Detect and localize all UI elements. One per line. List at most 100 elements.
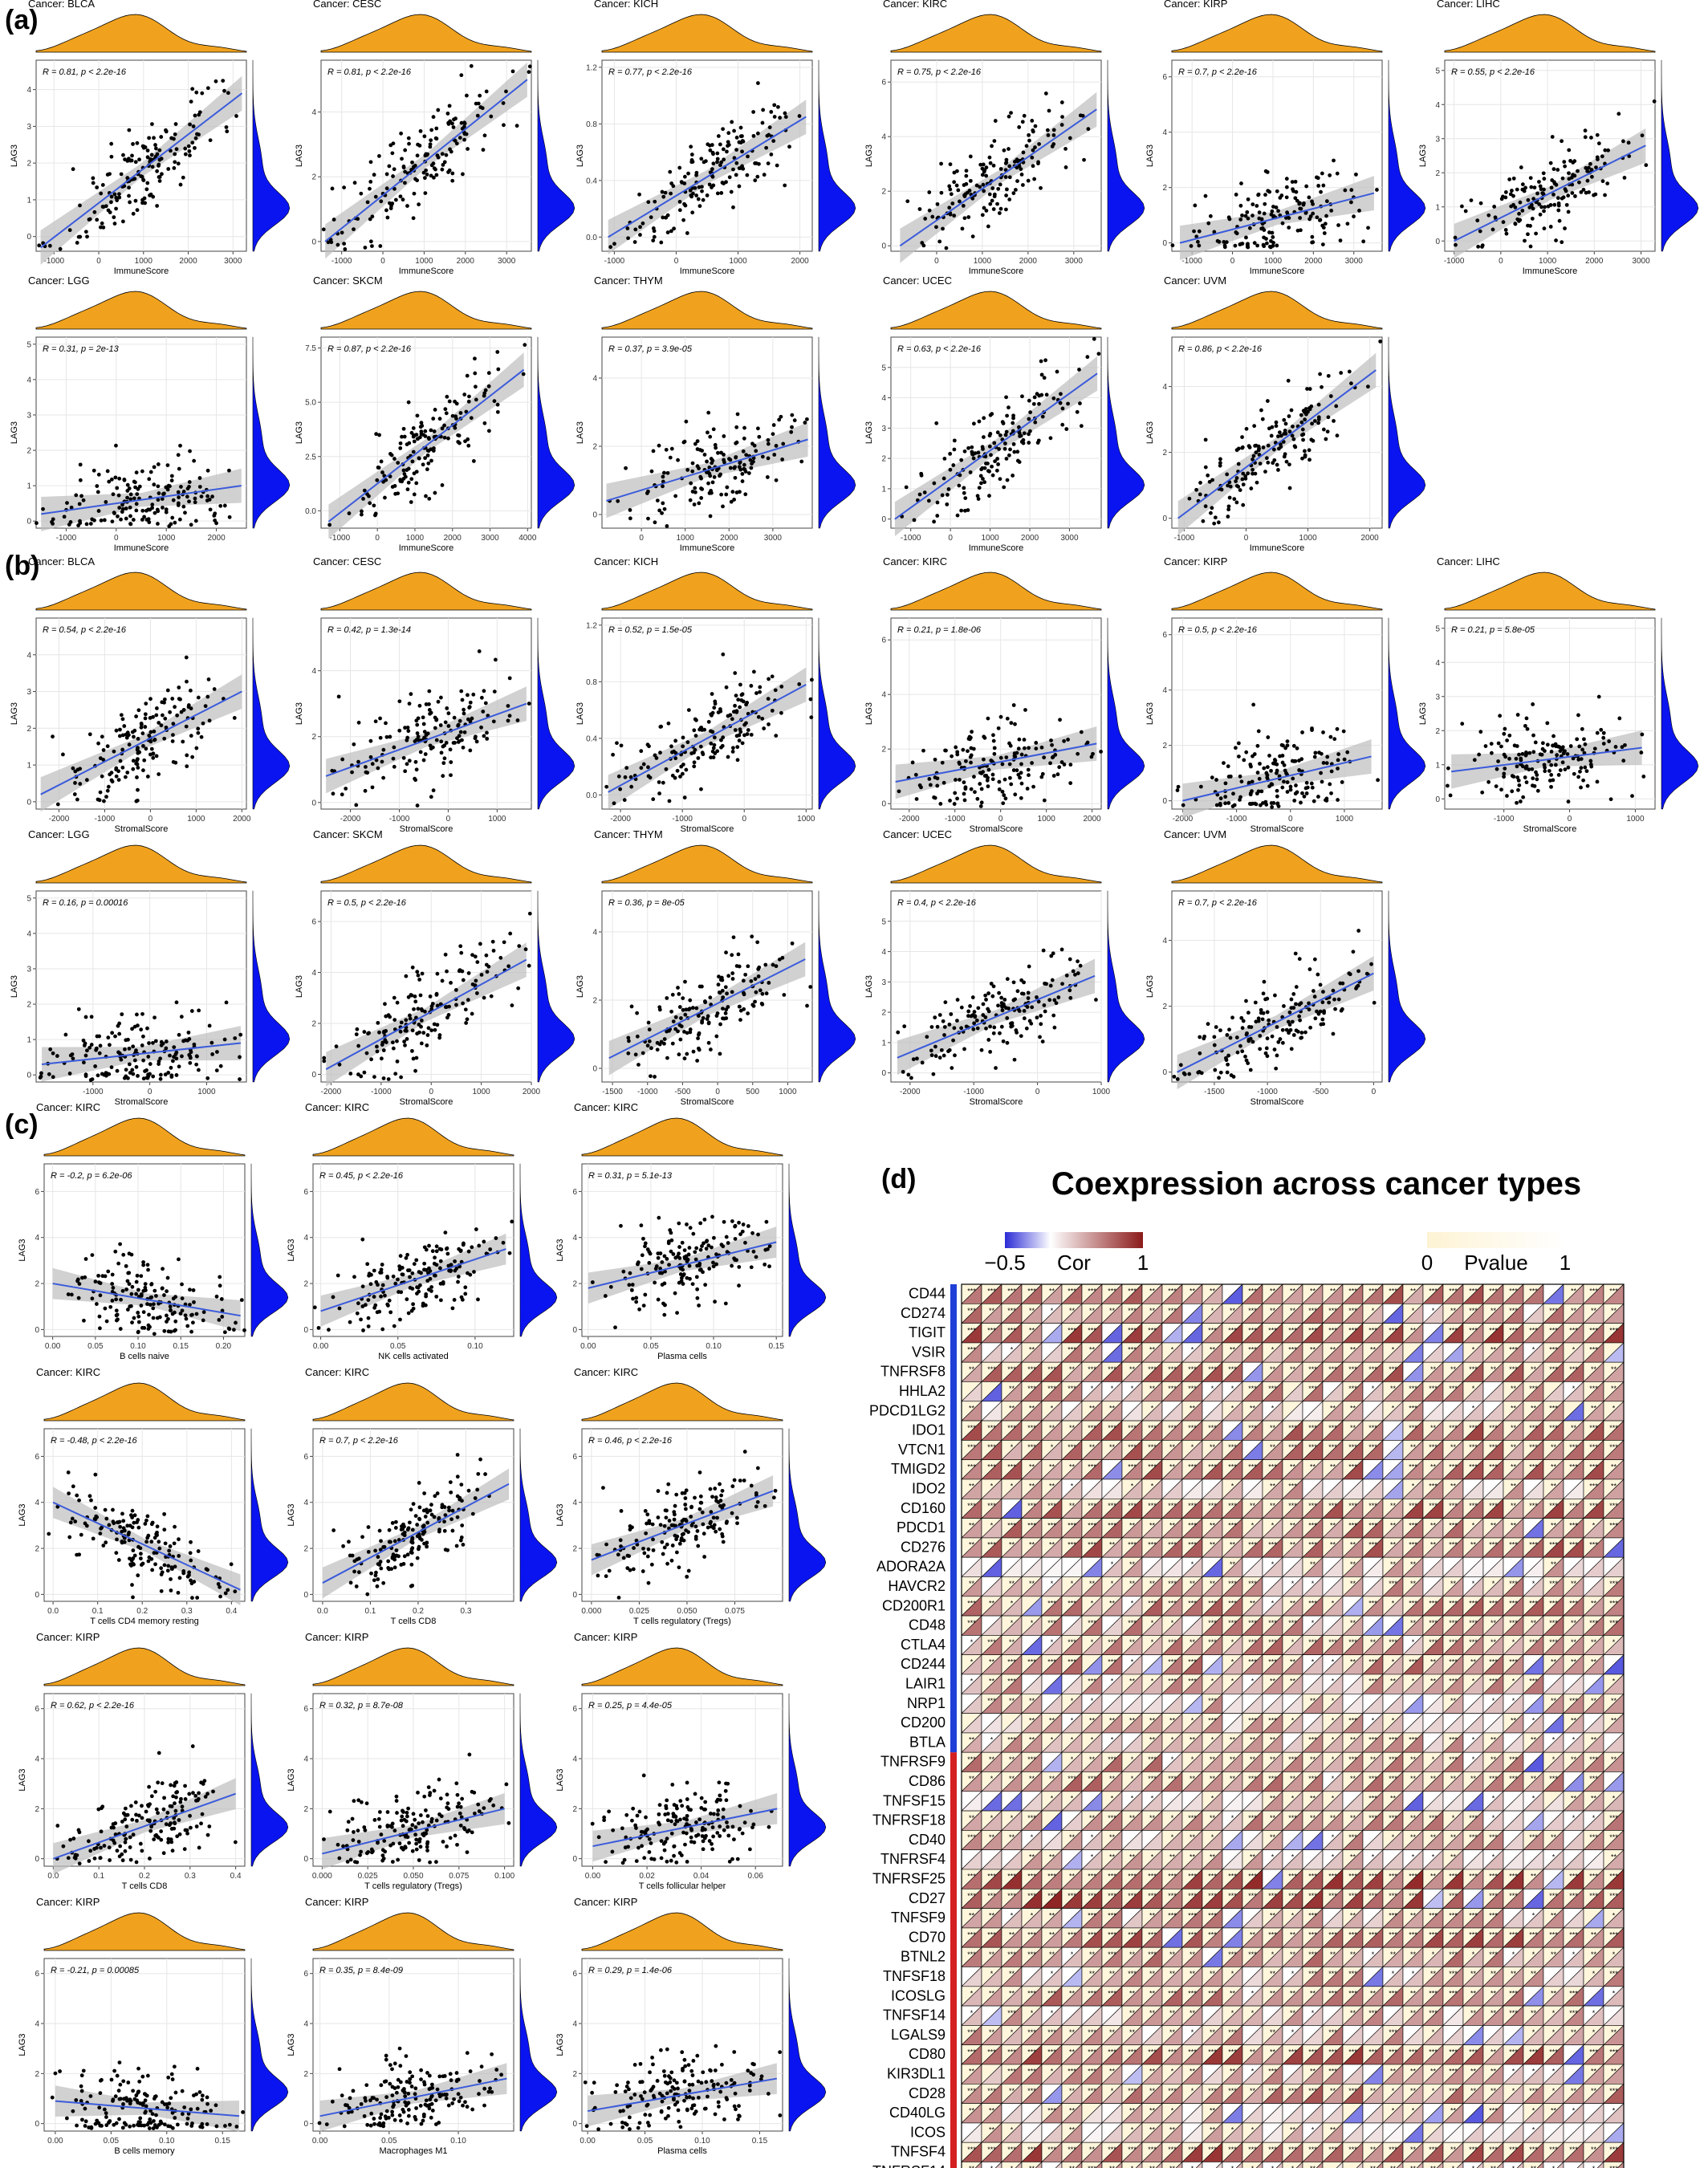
data-point bbox=[1262, 979, 1267, 984]
stat-annotation: R = 0.21, p = 5.8e-05 bbox=[1451, 625, 1535, 635]
data-point bbox=[1453, 235, 1458, 240]
data-point bbox=[415, 803, 420, 807]
data-point bbox=[422, 1267, 426, 1272]
data-point bbox=[1564, 189, 1568, 193]
data-point bbox=[391, 1046, 396, 1051]
data-point bbox=[1580, 747, 1585, 752]
data-point bbox=[152, 1302, 156, 1307]
data-point bbox=[1282, 1004, 1286, 1008]
data-point bbox=[1560, 760, 1565, 765]
data-point bbox=[150, 165, 155, 169]
data-point bbox=[66, 1292, 71, 1296]
scatter-panel: Cancer: SKCM-1000 0 1000 2000 3000 40000.02.5… bbox=[295, 275, 575, 553]
data-point bbox=[366, 1316, 371, 1320]
data-point bbox=[412, 471, 417, 476]
x-tick-label: 0 bbox=[446, 815, 451, 824]
data-point bbox=[92, 468, 96, 473]
data-point bbox=[1308, 1025, 1313, 1030]
data-point bbox=[901, 1069, 905, 1074]
y-tick-label: 0 bbox=[26, 233, 31, 242]
data-point bbox=[61, 752, 65, 757]
data-point bbox=[1039, 393, 1044, 397]
data-point bbox=[145, 775, 150, 779]
fit-line bbox=[40, 690, 242, 795]
data-point bbox=[783, 183, 787, 188]
data-point bbox=[1214, 778, 1218, 782]
data-point bbox=[1051, 396, 1056, 401]
x-tick-label: 1000 bbox=[729, 257, 747, 266]
data-point bbox=[379, 459, 384, 464]
data-point bbox=[657, 1215, 661, 1220]
data-point bbox=[984, 997, 988, 1002]
density-top bbox=[581, 1117, 783, 1157]
data-point bbox=[476, 101, 481, 106]
data-point bbox=[984, 462, 988, 466]
data-point bbox=[104, 1319, 109, 1324]
data-point bbox=[749, 732, 754, 737]
data-point bbox=[1299, 1035, 1304, 1040]
data-point bbox=[117, 1021, 122, 1026]
y-axis-title: LAG3 bbox=[1418, 144, 1428, 167]
data-point bbox=[1082, 157, 1086, 162]
data-point bbox=[975, 796, 980, 801]
data-point bbox=[619, 1223, 623, 1228]
data-point bbox=[645, 1043, 650, 1048]
data-point bbox=[218, 1064, 223, 1068]
x-tick-label: 3000 bbox=[1345, 257, 1364, 266]
data-point bbox=[1063, 146, 1068, 151]
y-tick-label: 3 bbox=[26, 965, 31, 974]
data-point bbox=[165, 688, 170, 693]
data-point bbox=[902, 1024, 907, 1029]
data-point bbox=[929, 1025, 934, 1029]
data-point bbox=[742, 733, 746, 738]
density-top bbox=[890, 844, 1102, 884]
data-point bbox=[1241, 471, 1246, 476]
data-point bbox=[988, 1050, 993, 1054]
panel-title: Cancer: UVM bbox=[1164, 275, 1226, 287]
data-point bbox=[117, 192, 121, 197]
data-point bbox=[1547, 779, 1552, 783]
data-point bbox=[470, 1245, 474, 1250]
data-point bbox=[733, 703, 737, 708]
density-right bbox=[1107, 890, 1145, 1083]
data-point bbox=[1347, 369, 1352, 374]
data-point bbox=[1250, 214, 1255, 218]
data-point bbox=[1570, 191, 1575, 195]
data-point bbox=[968, 1004, 972, 1008]
data-point bbox=[729, 499, 734, 504]
data-point bbox=[1178, 1063, 1183, 1068]
data-point bbox=[947, 184, 952, 189]
data-point bbox=[1288, 1027, 1293, 1032]
data-point bbox=[730, 971, 735, 975]
y-tick-label: 0 bbox=[1162, 1068, 1167, 1077]
data-point bbox=[75, 241, 79, 245]
stat-annotation: R = 0.55, p < 2.2e-16 bbox=[1451, 67, 1535, 77]
data-point bbox=[417, 456, 421, 461]
data-point bbox=[733, 465, 738, 470]
data-point bbox=[1594, 165, 1598, 170]
data-point bbox=[177, 517, 182, 522]
data-point bbox=[669, 744, 673, 749]
data-point bbox=[180, 1054, 184, 1059]
data-point bbox=[1218, 461, 1222, 466]
data-point bbox=[1299, 420, 1304, 425]
data-point bbox=[734, 161, 739, 165]
x-tick-label: -1000 bbox=[1257, 1088, 1278, 1096]
data-point bbox=[167, 524, 172, 528]
data-point bbox=[681, 218, 685, 222]
data-point bbox=[445, 706, 449, 710]
data-point bbox=[1540, 741, 1545, 746]
data-point bbox=[955, 796, 959, 801]
data-point bbox=[137, 750, 142, 755]
data-point bbox=[718, 990, 722, 995]
data-point bbox=[957, 483, 962, 488]
data-point bbox=[628, 508, 632, 512]
x-tick-label: 2000 bbox=[457, 257, 475, 266]
y-axis-title: LAG3 bbox=[1145, 702, 1155, 725]
data-point bbox=[673, 494, 678, 498]
y-tick-label: 4 bbox=[592, 929, 597, 938]
data-point bbox=[981, 477, 985, 481]
data-point bbox=[1279, 445, 1283, 449]
